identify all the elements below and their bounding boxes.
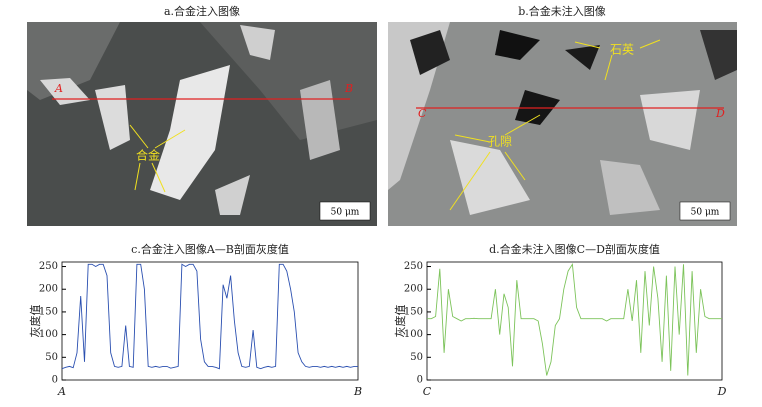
scale-box [679, 201, 731, 221]
scale-bar: 50 μm [691, 208, 720, 218]
x-start-label: C [423, 385, 432, 398]
y-tick-label: 150 [39, 306, 58, 317]
chart-title: d.合金未注入图像C—D剖面灰度值 [489, 242, 660, 256]
chart-title: c.合金注入图像A—B剖面灰度值 [131, 242, 289, 256]
y-tick-label: 200 [404, 284, 423, 295]
y-tick-label: 250 [39, 261, 58, 272]
scale-bar: 50 μm [331, 208, 360, 218]
x-end-label: D [717, 385, 727, 398]
profile-line [61, 263, 358, 370]
y-tick-label: 200 [39, 284, 58, 295]
annotation: 合金 [136, 148, 160, 163]
profile-label: D [715, 107, 725, 120]
profile-label: C [418, 107, 427, 120]
profile-label: B [344, 82, 353, 95]
y-tick-label: 250 [404, 261, 423, 272]
scale-box [319, 201, 371, 221]
y-tick-label: 50 [410, 352, 423, 363]
panel-title: b.合金未注入图像 [518, 4, 606, 18]
y-axis-label: 灰度值 [28, 305, 42, 338]
y-tick-label: 0 [417, 375, 423, 386]
plot-frame [61, 261, 359, 381]
x-end-label: B [353, 385, 362, 398]
y-tick-label: 0 [52, 375, 58, 386]
y-tick-label: 100 [39, 329, 58, 340]
y-tick-label: 100 [404, 329, 423, 340]
annotation: 孔隙 [488, 135, 512, 149]
y-tick-label: 50 [45, 352, 58, 363]
plot-frame [426, 261, 723, 381]
leader-lines [129, 124, 186, 193]
micrograph-b [388, 22, 737, 226]
x-start-label: A [57, 385, 66, 398]
micrograph-a [27, 22, 377, 226]
profile-line [427, 262, 722, 376]
annotation: 石英 [610, 43, 634, 57]
y-axis-label: 灰度值 [393, 305, 407, 338]
panel-title: a.合金注入图像 [164, 4, 240, 18]
y-tick-label: 150 [404, 306, 423, 317]
leader-lines [449, 39, 661, 211]
profile-label: A [54, 82, 63, 95]
